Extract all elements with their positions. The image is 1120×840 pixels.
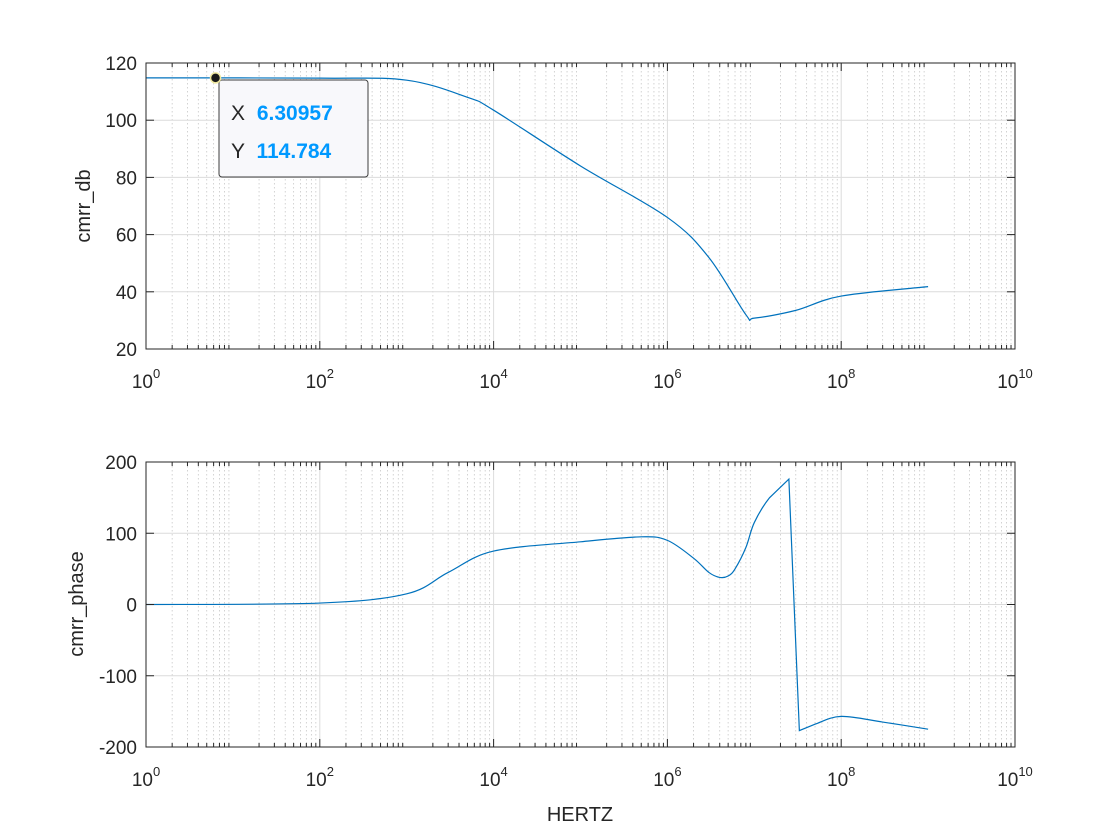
y-tick-label: -200	[99, 738, 137, 759]
x-tick-exponent: 6	[674, 764, 681, 779]
datatip-y-row: Y 114.784	[231, 140, 332, 163]
datatip-y-label: Y	[231, 140, 245, 163]
y-tick-label: 100	[105, 524, 137, 545]
datatip-marker[interactable]	[209, 72, 222, 84]
x-tick-exponent: 6	[674, 366, 681, 381]
x-tick-base: 10	[132, 770, 153, 791]
x-tick-label: 108	[827, 366, 855, 393]
phase-y-axis-label: cmrr_phase	[66, 551, 88, 657]
x-tick-base: 10	[132, 372, 153, 393]
datatip-x-value: 6.30957	[257, 102, 333, 125]
datatip-x-row: X 6.30957	[231, 102, 333, 125]
y-tick-label: 100	[105, 111, 137, 132]
x-tick-label: 1010	[997, 366, 1033, 393]
x-tick-base: 10	[306, 770, 327, 791]
y-tick-label: 80	[116, 168, 137, 189]
x-tick-base: 10	[827, 770, 848, 791]
x-tick-exponent: 4	[501, 366, 508, 381]
x-tick-base: 10	[306, 372, 327, 393]
magnitude-series	[145, 77, 929, 322]
y-tick-label: 200	[105, 453, 137, 474]
y-tick-label: 0	[126, 596, 137, 617]
x-tick-base: 10	[653, 770, 674, 791]
x-tick-exponent: 0	[153, 764, 160, 779]
series-line	[145, 77, 929, 322]
x-tick-label: 102	[306, 764, 334, 791]
x-tick-exponent: 8	[848, 366, 855, 381]
x-tick-exponent: 2	[327, 764, 334, 779]
x-tick-label: 106	[653, 764, 681, 791]
datatip[interactable]: X 6.30957 Y 114.784	[209, 72, 369, 178]
x-tick-exponent: 8	[848, 764, 855, 779]
phase-series	[145, 477, 929, 732]
series-line	[145, 477, 929, 732]
x-tick-label: 108	[827, 764, 855, 791]
magnitude-axes-box	[145, 62, 1016, 350]
x-tick-label: 104	[479, 366, 507, 393]
phase-x-axis-label: HERTZ	[547, 804, 613, 826]
x-tick-label: 1010	[997, 764, 1033, 791]
y-tick-label: -100	[99, 667, 137, 688]
y-tick-label: 60	[116, 226, 137, 247]
x-tick-exponent: 10	[1018, 764, 1032, 779]
x-tick-label: 106	[653, 366, 681, 393]
x-tick-label: 100	[132, 764, 160, 791]
x-tick-label: 100	[132, 366, 160, 393]
datatip-box	[218, 79, 369, 178]
datatip-y-value: 114.784	[256, 140, 331, 163]
x-tick-base: 10	[827, 372, 848, 393]
x-tick-label: 102	[306, 366, 334, 393]
x-tick-exponent: 10	[1018, 366, 1032, 381]
x-tick-exponent: 4	[501, 764, 508, 779]
y-tick-label: 40	[116, 283, 137, 304]
x-tick-exponent: 0	[153, 366, 160, 381]
y-tick-label: 120	[105, 54, 137, 75]
x-tick-base: 10	[997, 770, 1018, 791]
x-tick-base: 10	[479, 372, 500, 393]
x-tick-exponent: 2	[327, 366, 334, 381]
x-tick-base: 10	[653, 372, 674, 393]
x-tick-base: 10	[997, 372, 1018, 393]
y-tick-label: 20	[116, 340, 137, 361]
datatip-x-label: X	[231, 102, 245, 125]
x-tick-label: 104	[479, 764, 507, 791]
x-tick-base: 10	[479, 770, 500, 791]
phase-grid	[145, 461, 1016, 748]
magnitude-y-axis-label: cmrr_db	[73, 169, 95, 242]
